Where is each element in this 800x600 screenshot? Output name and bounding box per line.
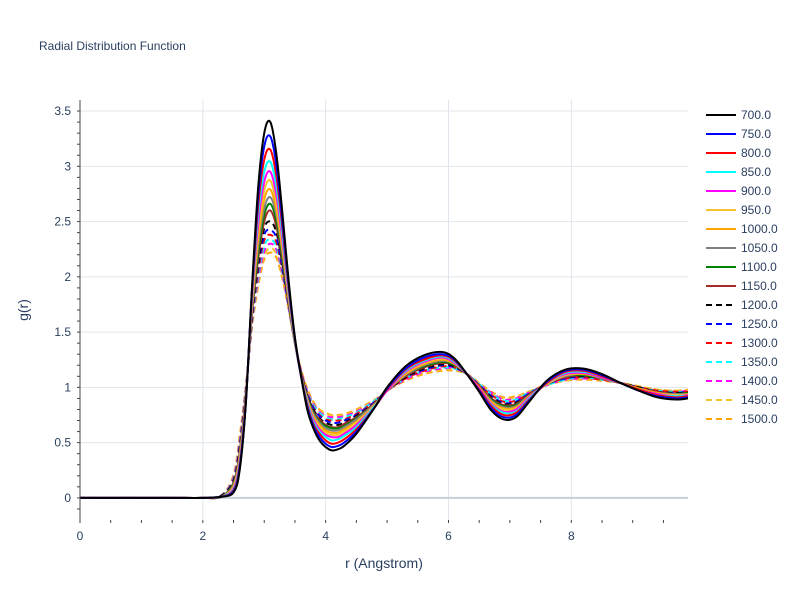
legend-label: 750.0 [741,127,771,141]
legend-label: 700.0 [741,108,771,122]
x-tick-label: 2 [199,529,206,543]
legend-item-1300.0[interactable]: 1300.0 [706,336,778,350]
legend-label: 1300.0 [741,336,778,350]
legend-item-1250.0[interactable]: 1250.0 [706,317,778,331]
plot-area [80,119,688,500]
legend-item-1350.0[interactable]: 1350.0 [706,355,778,369]
x-tick-label: 4 [322,529,329,543]
legend-item-950.0[interactable]: 950.0 [706,203,771,217]
legend-item-700.0[interactable]: 700.0 [706,108,771,122]
legend-item-1450.0[interactable]: 1450.0 [706,393,778,407]
series-line-1400.0 [80,242,688,500]
legend-label: 800.0 [741,146,771,160]
legend-label: 1150.0 [741,279,777,293]
y-tick-label: 2.5 [54,215,71,229]
legend-item-1200.0[interactable]: 1200.0 [706,298,778,312]
series-line-700.0 [80,119,688,499]
legend-label: 1050.0 [741,241,778,255]
legend-label: 900.0 [741,184,771,198]
series-lines [80,119,688,500]
legend-label: 1400.0 [741,374,778,388]
y-tick-label: 3 [64,159,71,173]
x-tick-label: 6 [445,529,452,543]
legend-item-800.0[interactable]: 800.0 [706,146,771,160]
legend-label: 1200.0 [741,298,778,312]
legend[interactable]: 700.0 750.0 800.0 850.0 900.0 950.0 1000.0 1050… [706,108,778,426]
x-tick-label: 8 [568,529,575,543]
legend-item-1050.0[interactable]: 1050.0 [706,241,778,255]
series-line-1350.0 [80,238,688,500]
y-axis-title: g(r) [15,299,31,321]
chart-title: Radial Distribution Function [39,39,186,53]
y-axis: 0 0.5 1 1.5 2 2.5 3 3.5 [54,100,81,520]
legend-item-1150.0[interactable]: 1150.0 [706,279,777,293]
legend-label: 1350.0 [741,355,778,369]
y-tick-label: 3.5 [54,104,71,118]
grid-lines [80,100,688,520]
legend-item-900.0[interactable]: 900.0 [706,184,771,198]
legend-label: 950.0 [741,203,771,217]
y-tick-label: 0 [64,491,71,505]
legend-label: 1100.0 [741,260,777,274]
legend-label: 1500.0 [741,412,778,426]
legend-label: 1000.0 [741,222,778,236]
y-tick-label: 0.5 [54,436,71,450]
legend-item-1100.0[interactable]: 1100.0 [706,260,777,274]
series-line-1450.0 [80,247,688,500]
legend-item-1400.0[interactable]: 1400.0 [706,374,778,388]
legend-item-750.0[interactable]: 750.0 [706,127,771,141]
legend-label: 1450.0 [741,393,778,407]
y-tick-label: 2 [64,270,71,284]
legend-item-850.0[interactable]: 850.0 [706,165,771,179]
legend-label: 850.0 [741,165,771,179]
legend-item-1500.0[interactable]: 1500.0 [706,412,778,426]
legend-item-1000.0[interactable]: 1000.0 [706,222,778,236]
x-axis: 0 2 4 6 8 [77,520,664,543]
x-axis-title: r (Angstrom) [345,555,423,571]
y-tick-label: 1 [64,380,71,394]
legend-label: 1250.0 [741,317,778,331]
x-tick-label: 0 [77,529,84,543]
y-tick-label: 1.5 [54,325,71,339]
